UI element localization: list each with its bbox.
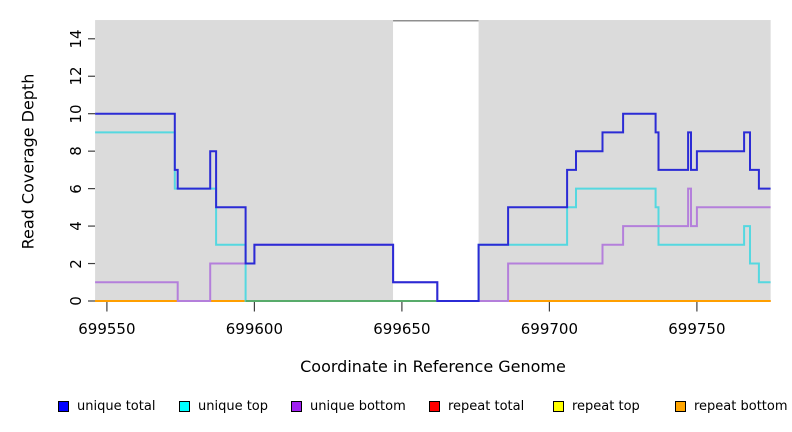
- repeat-bottom-swatch-icon: [675, 400, 686, 412]
- unique-total-swatch-icon: [58, 400, 69, 412]
- x-tick-label-699650: 699650: [373, 320, 431, 338]
- legend-item-unique-top: unique top: [179, 397, 268, 415]
- legend-item-repeat-top: repeat top: [553, 397, 640, 415]
- legend-item-unique-bottom: unique bottom: [291, 397, 406, 415]
- y-tick-label-12: 12: [67, 66, 85, 86]
- x-tick-label-699700: 699700: [520, 320, 579, 338]
- x-tick-label-699550: 699550: [78, 320, 136, 338]
- unique-bottom-swatch-icon: [291, 400, 302, 412]
- legend-label: repeat bottom: [694, 398, 788, 414]
- y-tick-label-2: 2: [67, 258, 85, 269]
- repeat-top-swatch-icon: [553, 400, 564, 412]
- legend-item-unique-total: unique total: [58, 397, 155, 415]
- legend-item-repeat-bottom: repeat bottom: [675, 397, 788, 415]
- y-axis-title: Read Coverage Depth: [18, 73, 38, 250]
- legend-item-repeat-total: repeat total: [429, 397, 524, 415]
- legend-label: unique top: [198, 398, 269, 414]
- legend-label: repeat top: [572, 398, 640, 414]
- y-tick-label-4: 4: [67, 221, 85, 231]
- legend-label: unique total: [77, 398, 156, 414]
- repeat-total-swatch-icon: [429, 400, 440, 412]
- x-tick-label-699600: 699600: [225, 320, 284, 338]
- x-axis-title: Coordinate in Reference Genome: [300, 357, 566, 376]
- y-tick-label-10: 10: [67, 104, 85, 124]
- x-tick-label-699750: 699750: [668, 320, 726, 338]
- y-tick-label-6: 6: [67, 183, 85, 194]
- y-tick-label-8: 8: [67, 146, 85, 156]
- y-tick-label-0: 0: [67, 296, 85, 306]
- legend-label: repeat total: [448, 398, 525, 414]
- unique-top-swatch-icon: [179, 400, 190, 412]
- legend-label: unique bottom: [310, 398, 406, 414]
- y-tick-label-14: 14: [67, 29, 85, 49]
